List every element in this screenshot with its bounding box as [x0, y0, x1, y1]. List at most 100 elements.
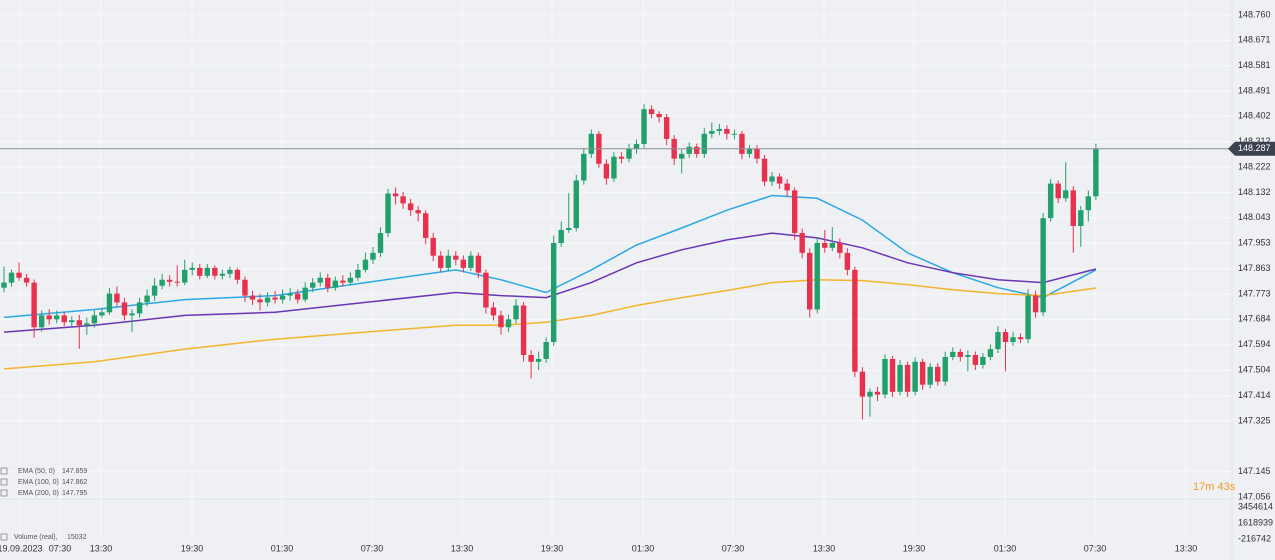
candle-body [204, 267, 211, 276]
candle-body [453, 255, 459, 260]
candle-body [761, 158, 768, 182]
x-tick-label: 13:30 [451, 543, 474, 553]
x-tick-label: 13:30 [813, 543, 836, 553]
volume-tick-label: -216742 [1238, 533, 1271, 543]
y-tick-label: 147.773 [1238, 289, 1271, 299]
y-tick-label: 147.863 [1238, 263, 1271, 273]
candle-body [626, 148, 632, 159]
candle-body [362, 259, 369, 270]
x-tick-label: 19:30 [181, 543, 204, 553]
candle-body [942, 356, 948, 382]
candle-body [603, 163, 610, 179]
x-tick-label: 07:30 [722, 543, 745, 553]
y-tick-label: 148.402 [1238, 111, 1271, 121]
candle-body [694, 146, 700, 154]
candle-body [166, 279, 173, 282]
y-tick-label: 147.953 [1238, 238, 1271, 248]
candle-body [445, 255, 451, 268]
candle-body [174, 281, 180, 283]
volume-tick-label: 3454614 [1238, 501, 1273, 511]
candle-body [633, 143, 640, 149]
candle-body [227, 269, 233, 274]
y-tick-label: 147.594 [1238, 339, 1271, 349]
candle-body [822, 242, 828, 248]
candle-body [520, 305, 527, 355]
candle-body [1085, 196, 1092, 211]
candle-body [1002, 332, 1009, 342]
candle-body [709, 130, 715, 134]
volume-legend-name: Volume (real), [14, 534, 58, 541]
x-tick-label: 01:30 [271, 543, 294, 553]
candle-body [867, 391, 873, 397]
candle-body [1032, 295, 1039, 313]
candle-body [121, 302, 128, 316]
legend-name: EMA (100, 0) [18, 479, 59, 486]
x-tick-label: 07:30 [49, 543, 72, 553]
ema-line [3, 279, 1097, 370]
candle-body [234, 269, 241, 280]
candle-body [874, 391, 881, 395]
candle-body [739, 133, 745, 154]
candle-body [550, 242, 557, 342]
candle-body [829, 242, 835, 248]
candle-body [1010, 337, 1016, 342]
candle-body [987, 349, 994, 357]
candle-body [69, 320, 75, 323]
candle-body [1017, 337, 1024, 340]
legend-value: 147.795 [62, 490, 87, 497]
candle-body [76, 320, 82, 326]
candle-body [581, 153, 587, 181]
candle-body [663, 117, 670, 139]
candle-body [294, 293, 301, 300]
candle-body [716, 128, 723, 131]
candle-body [257, 299, 263, 303]
candle-body [219, 273, 226, 276]
candle-body [287, 293, 293, 296]
candle-body [91, 315, 98, 324]
x-tick-label: 13:30 [90, 543, 113, 553]
candle-body [483, 272, 489, 308]
candle-body [746, 148, 753, 154]
volume-tick-label: 1618939 [1238, 517, 1273, 527]
candle-body [475, 255, 482, 273]
candle-body [46, 315, 52, 320]
candle-body [54, 315, 60, 320]
candle-body [1, 282, 7, 288]
candle-body [648, 109, 655, 114]
candle-body [16, 272, 22, 278]
candle-body [679, 153, 685, 159]
candle-body [513, 305, 519, 320]
candle-body [264, 297, 271, 303]
candle-body [422, 213, 429, 238]
candle-body [972, 355, 979, 365]
candle-body [114, 293, 120, 303]
candle-body [535, 358, 542, 362]
x-tick-label: 19:30 [541, 543, 564, 553]
candle-body [814, 242, 820, 310]
y-tick-label: 148.132 [1238, 187, 1271, 197]
candle-body [543, 341, 549, 359]
candle-body [656, 113, 662, 118]
y-tick-label: 147.504 [1238, 365, 1271, 375]
candle-body [498, 315, 504, 328]
candle-body [438, 255, 444, 268]
candle-body [197, 267, 203, 276]
candle-body [355, 269, 361, 278]
candle-body [279, 295, 286, 300]
candle-body [332, 280, 339, 288]
x-tick-label: 13:30 [1175, 543, 1198, 553]
candle-body [754, 148, 760, 159]
candle-body [882, 358, 888, 395]
candle-body [837, 242, 843, 253]
y-tick-label: 148.222 [1238, 162, 1271, 172]
candle-body [407, 203, 414, 211]
candle-body [611, 156, 617, 179]
candle-body [852, 269, 858, 372]
candle-body [1093, 148, 1099, 197]
candle-body [927, 366, 933, 385]
candle-body [641, 109, 647, 144]
legend-icon [0, 478, 8, 486]
candle-body [935, 366, 941, 382]
y-tick-label: 148.581 [1238, 60, 1271, 70]
